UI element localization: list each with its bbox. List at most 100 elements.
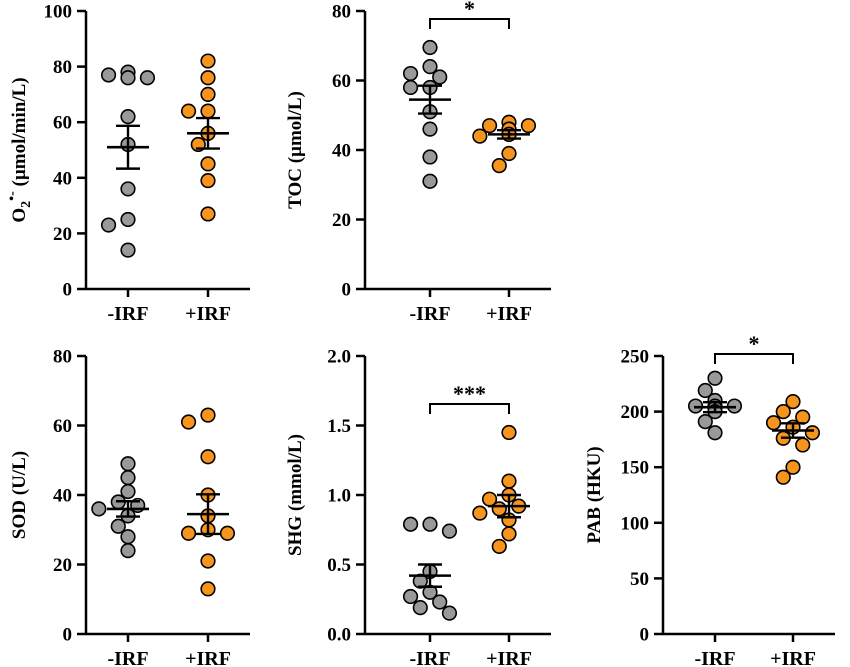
data-point: [804, 425, 821, 441]
data-point: [200, 103, 216, 119]
data-point: [120, 456, 136, 472]
data-point: [180, 525, 197, 541]
data-point: [441, 523, 458, 539]
y-tick-label: 80: [53, 57, 72, 78]
data-point: [697, 414, 713, 430]
data-point: [501, 526, 517, 542]
x-tick-label: -IRF: [409, 648, 450, 667]
data-point: [501, 424, 517, 441]
y-tick-label: 0: [640, 625, 650, 646]
y-tick-label: 100: [621, 513, 650, 534]
x-tick-label: +IRF: [185, 303, 231, 325]
y-tick-label: 50: [630, 569, 649, 590]
data-point: [785, 393, 801, 410]
data-point: [120, 109, 136, 125]
data-point: [91, 501, 107, 517]
y-tick-label: 40: [332, 141, 351, 162]
y-tick-label: 250: [621, 347, 650, 368]
data-point: [100, 217, 117, 233]
y-tick-label: 60: [53, 113, 72, 134]
data-point: [139, 70, 156, 86]
y-tick-label: 20: [53, 224, 72, 245]
y-axis-label: TOC (µmol/L): [285, 91, 306, 209]
significance-bracket: [429, 403, 510, 414]
x-tick-label: -IRF: [107, 648, 148, 667]
data-point: [200, 53, 216, 69]
data-point: [200, 172, 216, 189]
y-tick-label: 80: [332, 2, 351, 23]
data-point: [180, 414, 197, 430]
data-point: [120, 529, 136, 545]
y-tick-label: 1.5: [327, 416, 351, 437]
y-tick-label: 80: [53, 347, 72, 368]
y-tick-label: 60: [53, 416, 72, 437]
x-tick-label: -IRF: [107, 303, 148, 325]
data-point: [707, 370, 723, 386]
y-tick-label: 40: [53, 486, 72, 507]
y-tick-label: 100: [44, 2, 73, 23]
y-tick-label: 150: [621, 458, 650, 479]
x-tick-label: +IRF: [486, 648, 532, 667]
data-point: [200, 553, 216, 569]
data-point: [110, 518, 126, 534]
data-point: [707, 425, 723, 441]
panel-2: 0 20 40 60 80 -IRF +IRF TOC (µmol/L) *: [285, 0, 551, 325]
y-axis-label: PAB (HKU): [584, 446, 605, 543]
y-axis-label: SHG (mmol/L): [285, 434, 306, 556]
data-point: [472, 128, 488, 144]
data-point: [200, 86, 216, 102]
data-point: [120, 211, 136, 228]
data-point: [697, 382, 713, 399]
y-tick-label: 1.0: [327, 486, 351, 507]
data-point: [775, 469, 791, 485]
data-point: [200, 581, 216, 597]
data-point: [402, 516, 419, 532]
y-tick-label: 0: [63, 625, 73, 646]
data-point: [501, 145, 517, 162]
y-tick-label: 0.0: [327, 625, 351, 646]
data-point: [200, 449, 216, 465]
data-point: [785, 459, 801, 475]
y-axis-label: SOD (U/L): [9, 451, 30, 539]
data-point: [481, 118, 498, 134]
data-point: [422, 39, 438, 56]
significance-label: *: [749, 331, 760, 356]
data-point: [120, 70, 136, 86]
data-point: [200, 156, 216, 172]
data-point: [120, 542, 136, 559]
x-tick-label: +IRF: [486, 303, 532, 325]
data-point: [422, 516, 438, 532]
x-tick-label: +IRF: [185, 648, 231, 667]
data-point: [180, 103, 197, 119]
y-tick-label: 40: [53, 168, 72, 189]
significance-bracket: [714, 353, 794, 364]
y-tick-label: 20: [53, 555, 72, 576]
data-point: [120, 483, 136, 500]
data-point: [200, 206, 216, 222]
y-tick-label: 0.5: [327, 555, 351, 576]
data-point: [491, 501, 507, 517]
panel-3: 0 20 40 60 80 -IRF +IRF SOD (U/L): [9, 347, 250, 667]
data-point: [120, 181, 136, 197]
data-point: [491, 538, 507, 555]
y-tick-label: 2.0: [327, 347, 351, 368]
data-point: [491, 158, 507, 174]
data-point: [422, 121, 438, 137]
data-point: [422, 173, 438, 189]
panel-5: 0 50 100 150 200 250 -IRF +IRF PAB (HKU) *: [584, 331, 835, 667]
data-point: [120, 470, 136, 486]
y-tick-label: 60: [332, 71, 351, 92]
data-point: [422, 58, 438, 75]
x-tick-label: -IRF: [409, 303, 450, 325]
y-tick-label: 0: [63, 280, 73, 301]
data-point: [765, 415, 782, 431]
data-point: [422, 149, 438, 165]
significance-bracket: [429, 18, 510, 29]
data-point: [501, 473, 517, 489]
data-point: [402, 588, 419, 605]
data-point: [412, 599, 428, 616]
data-point: [120, 242, 136, 258]
data-point: [795, 437, 811, 453]
data-point: [472, 505, 488, 521]
